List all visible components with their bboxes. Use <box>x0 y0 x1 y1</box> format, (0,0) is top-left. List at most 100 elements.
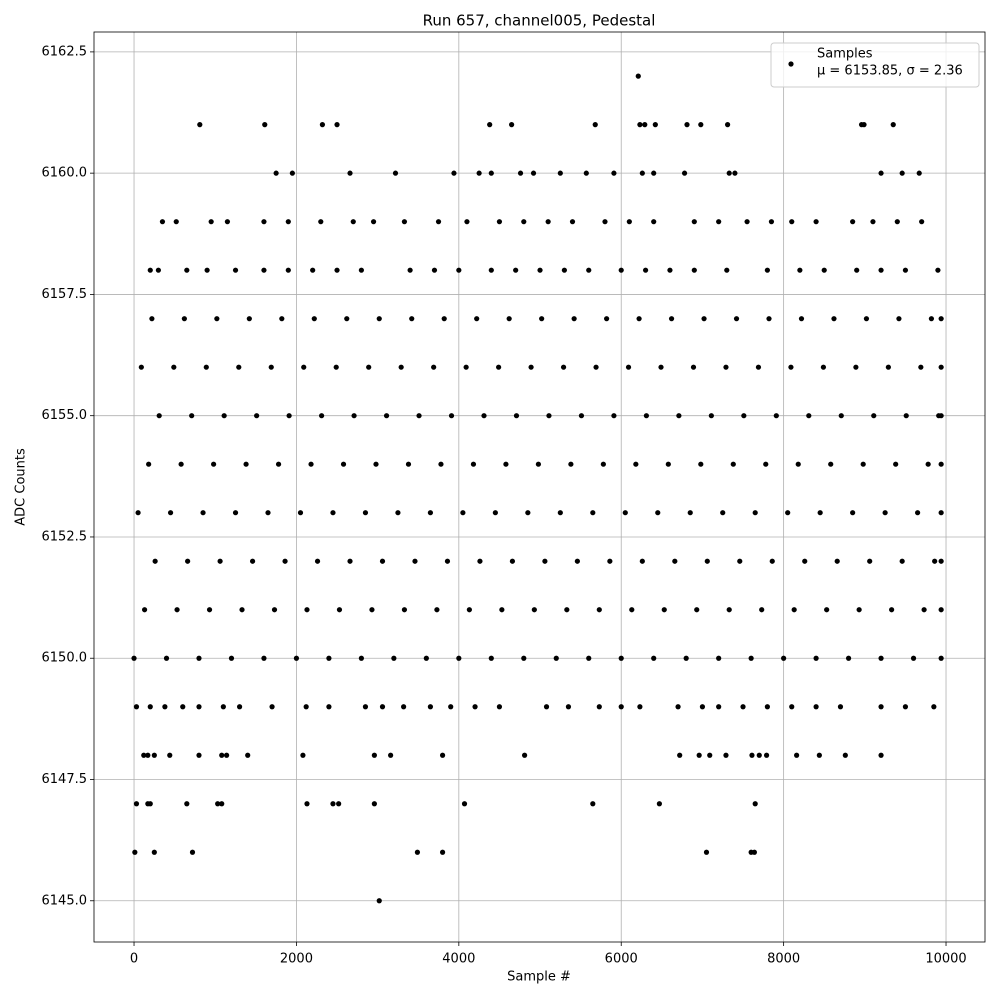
point <box>451 170 457 176</box>
point <box>163 655 170 661</box>
point <box>461 801 468 807</box>
point <box>145 752 151 758</box>
point <box>358 655 364 661</box>
point <box>304 801 310 807</box>
point <box>889 607 895 613</box>
point <box>275 461 282 467</box>
point <box>590 510 596 516</box>
point <box>651 219 657 225</box>
point <box>481 413 487 419</box>
point <box>797 267 803 273</box>
point <box>571 316 577 322</box>
point <box>441 316 447 322</box>
point <box>456 655 462 661</box>
point <box>586 267 592 273</box>
point <box>752 510 758 516</box>
point <box>639 170 645 176</box>
point <box>853 364 859 370</box>
point <box>496 219 503 225</box>
point <box>642 267 649 273</box>
point <box>151 849 157 855</box>
point <box>651 655 657 661</box>
point <box>314 558 321 564</box>
point <box>733 316 740 322</box>
point <box>141 607 148 613</box>
point <box>837 704 844 710</box>
point <box>156 413 162 419</box>
point <box>788 364 794 370</box>
point <box>938 558 944 564</box>
point <box>530 170 537 176</box>
y-tick-label: 6160.0 <box>42 166 88 181</box>
point <box>147 267 153 273</box>
point <box>200 510 206 516</box>
point <box>181 316 187 322</box>
point <box>289 170 295 176</box>
point <box>668 316 675 322</box>
point <box>828 461 834 467</box>
point <box>915 510 921 516</box>
point <box>768 219 775 225</box>
point <box>434 607 440 613</box>
point <box>285 267 291 273</box>
point <box>593 364 599 370</box>
point <box>813 704 819 710</box>
point <box>528 364 534 370</box>
point <box>871 413 877 419</box>
point <box>586 655 592 661</box>
point <box>596 704 602 710</box>
point <box>604 316 610 322</box>
point <box>665 461 671 467</box>
point <box>464 219 470 225</box>
y-tick-label: 6155.0 <box>42 408 88 423</box>
point <box>499 607 505 613</box>
point <box>938 607 944 613</box>
point <box>816 752 822 758</box>
point <box>938 655 944 661</box>
point <box>701 316 707 322</box>
point <box>651 170 657 176</box>
point <box>521 752 528 758</box>
point <box>261 219 267 225</box>
point <box>732 170 738 176</box>
point <box>813 655 819 661</box>
point <box>133 704 140 710</box>
point <box>282 558 288 564</box>
point <box>224 219 231 225</box>
point <box>293 655 300 661</box>
point <box>596 607 602 613</box>
point <box>463 364 469 370</box>
point <box>677 752 683 758</box>
point <box>557 510 563 516</box>
point <box>326 704 332 710</box>
point <box>629 607 635 613</box>
point <box>152 558 158 564</box>
point <box>308 461 314 467</box>
point <box>890 122 896 128</box>
point <box>448 704 454 710</box>
point <box>791 607 797 613</box>
point <box>676 413 682 419</box>
point <box>147 801 153 807</box>
point <box>763 461 769 467</box>
point <box>642 122 648 128</box>
point <box>431 267 438 273</box>
point <box>219 801 225 807</box>
point <box>918 364 924 370</box>
point <box>878 170 884 176</box>
point <box>189 413 195 419</box>
point <box>167 510 174 516</box>
point <box>687 510 693 516</box>
point <box>395 510 401 516</box>
point <box>412 558 418 564</box>
point <box>708 413 714 419</box>
point <box>151 752 157 758</box>
point <box>737 558 743 564</box>
x-tick-label: 8000 <box>767 952 800 967</box>
point <box>525 510 531 516</box>
point <box>513 413 520 419</box>
point <box>860 461 866 467</box>
point <box>817 510 823 516</box>
point <box>590 801 596 807</box>
point <box>636 316 642 322</box>
